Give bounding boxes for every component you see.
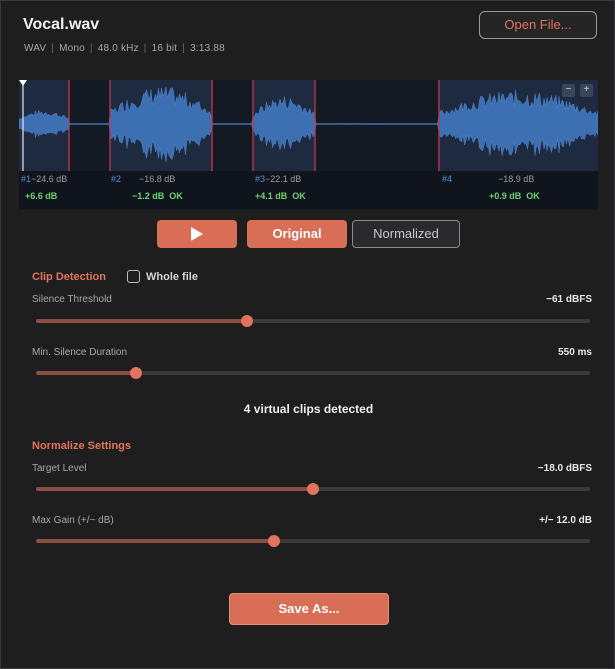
slider-fill (36, 319, 247, 323)
target-level-label: Target Level (32, 463, 87, 474)
slider-thumb[interactable] (129, 367, 142, 379)
slider-thumb[interactable] (268, 535, 281, 547)
clip-detection-title: Clip Detection (32, 271, 106, 283)
clip-gain: +6.6 dB (25, 191, 58, 201)
max-gain-slider[interactable] (36, 535, 590, 547)
normalize-settings-title: Normalize Settings (32, 440, 132, 452)
zoom-in-button[interactable]: + (580, 84, 593, 97)
format-label: WAV (24, 43, 47, 54)
clip-4-gain: +0.9 dB OK (489, 191, 540, 201)
clip-status: OK (169, 191, 183, 201)
silence-threshold-label: Silence Threshold (32, 294, 112, 305)
open-file-button[interactable]: Open File... (479, 11, 597, 39)
clip-peak: −22.1 dB (265, 174, 302, 184)
clip-number: #1 (21, 174, 32, 184)
zoom-out-button[interactable]: − (562, 84, 575, 97)
clip-4-header: #4 −18.9 dB (442, 174, 534, 184)
whole-file-label[interactable]: Whole file (146, 271, 198, 283)
channels-label: Mono (59, 43, 85, 54)
clip-1-header: #1−24.6 dB (21, 174, 67, 184)
min-silence-duration-label: Min. Silence Duration (32, 347, 128, 358)
max-gain-value: +/− 12.0 dB (539, 515, 592, 526)
clip-gain: −1.2 dB (132, 191, 165, 201)
playhead-marker[interactable] (19, 80, 27, 86)
slider-thumb[interactable] (240, 315, 253, 327)
clip-3-gain: +4.1 dB OK (255, 191, 306, 201)
target-level-slider[interactable] (36, 483, 590, 495)
save-as-button[interactable]: Save As... (229, 593, 389, 625)
clip-peak: −24.6 dB (31, 174, 68, 184)
normalized-toggle-button[interactable]: Normalized (352, 220, 460, 248)
original-toggle-button[interactable]: Original (247, 220, 347, 248)
silence-threshold-value: −61 dBFS (546, 294, 592, 305)
min-silence-duration-slider[interactable] (36, 367, 590, 379)
clip-number: #2 (111, 174, 122, 184)
clip-peak: −16.8 dB (139, 174, 176, 184)
clip-status: OK (292, 191, 306, 201)
clip-2-gain: −1.2 dB OK (132, 191, 183, 201)
clip-gain: +0.9 dB (489, 191, 522, 201)
clip-gain: +4.1 dB (255, 191, 288, 201)
slider-fill (36, 371, 136, 375)
play-icon (191, 226, 203, 241)
clip-number: #4 (442, 174, 453, 184)
file-title: Vocal.wav (23, 16, 100, 33)
target-level-value: −18.0 dBFS (537, 463, 592, 474)
slider-fill (36, 487, 313, 491)
file-meta: WAV | Mono | 48.0 kHz | 16 bit | 3:13.88 (24, 43, 225, 54)
clip-3-header: #3−22.1 dB (255, 174, 301, 184)
max-gain-label: Max Gain (+/− dB) (32, 515, 114, 526)
clip-number: #3 (255, 174, 266, 184)
clip-peak: −18.9 dB (498, 174, 535, 184)
clips-detected-text: 4 virtual clips detected (243, 402, 374, 416)
clip-2-header: #2 −16.8 dB (111, 174, 175, 184)
clip-1-gain: +6.6 dB (25, 191, 57, 201)
whole-file-checkbox[interactable] (127, 270, 140, 283)
bit-depth-label: 16 bit (151, 43, 178, 54)
sample-rate-label: 48.0 kHz (97, 43, 139, 54)
play-button[interactable] (157, 220, 237, 248)
slider-fill (36, 539, 275, 543)
duration-label: 3:13.88 (190, 43, 225, 54)
clip-info-row: #1−24.6 dB +6.6 dB #2 −16.8 dB −1.2 dB OK… (19, 171, 598, 209)
clip-status: OK (526, 191, 540, 201)
slider-thumb[interactable] (307, 483, 319, 495)
silence-threshold-slider[interactable] (36, 315, 590, 327)
min-silence-duration-value: 550 ms (558, 347, 592, 358)
waveform-graphic (19, 80, 598, 171)
waveform-view[interactable]: − + (19, 80, 598, 210)
